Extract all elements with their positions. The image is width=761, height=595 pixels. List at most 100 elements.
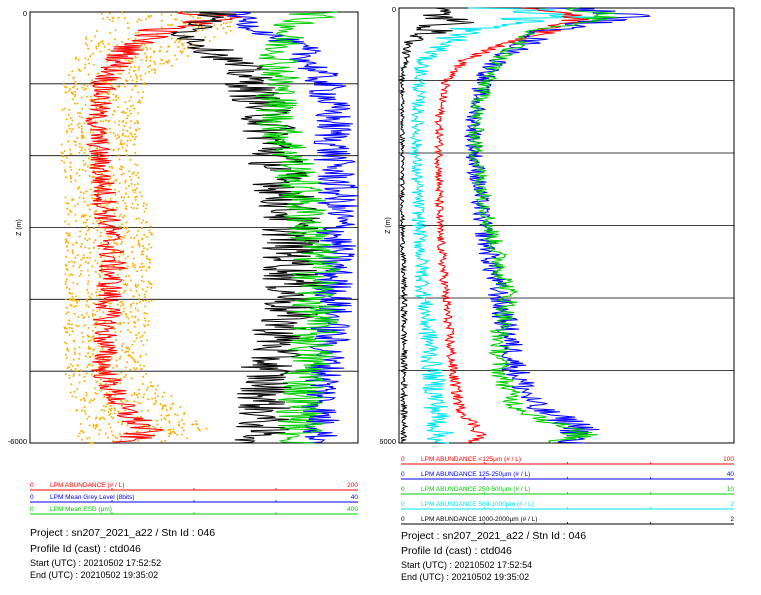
scatter-point <box>145 57 148 60</box>
scatter-point <box>66 331 69 334</box>
scatter-point <box>92 335 95 338</box>
scatter-point <box>132 295 135 298</box>
scatter-point <box>119 382 122 385</box>
scatter-point <box>150 233 153 236</box>
scatter-point <box>75 409 78 412</box>
scatter-point <box>135 195 138 198</box>
scatter-point <box>84 170 87 173</box>
scatter-point <box>125 231 128 234</box>
scatter-point <box>78 235 81 238</box>
scatter-point <box>204 36 207 39</box>
scatter-point <box>70 130 73 133</box>
scatter-point <box>80 331 83 334</box>
scatter-point <box>151 385 154 388</box>
scatter-point <box>107 235 110 238</box>
scatter-point <box>89 131 92 134</box>
scatter-point <box>126 347 129 350</box>
scatter-point <box>80 137 83 140</box>
scatter-point <box>64 176 67 179</box>
scatter-point <box>93 197 96 200</box>
scatter-point <box>133 65 136 68</box>
scatter-point <box>94 270 97 273</box>
scatter-point <box>129 139 132 142</box>
scatter-point <box>147 398 150 401</box>
scatter-point <box>128 109 131 112</box>
scatter-point <box>79 422 82 425</box>
scatter-point <box>82 215 85 218</box>
scatter-point <box>73 95 76 98</box>
scatter-point <box>148 16 151 19</box>
scatter-point <box>173 54 176 57</box>
scatter-point <box>74 144 77 147</box>
scatter-point <box>71 295 74 298</box>
scatter-point <box>116 303 119 306</box>
scatter-point <box>146 324 149 327</box>
scatter-point <box>120 345 123 348</box>
scatter-point <box>141 266 144 269</box>
scatter-point <box>87 262 90 265</box>
scatter-point <box>109 197 112 200</box>
scatter-point <box>134 135 137 138</box>
scatter-point <box>134 151 137 154</box>
scatter-point <box>138 265 141 268</box>
scatter-point <box>78 373 81 376</box>
end-time-left: End (UTC) : 20210502 19:35:02 <box>30 570 159 580</box>
scatter-point <box>118 120 121 123</box>
scatter-point <box>74 204 77 207</box>
scatter-point <box>76 202 79 205</box>
scatter-point <box>86 239 89 242</box>
scatter-point <box>80 125 83 128</box>
scatter-point <box>64 241 67 244</box>
scatter-point <box>108 305 111 308</box>
scatter-point <box>131 135 134 138</box>
scatter-point <box>153 71 156 74</box>
scatter-point <box>113 121 116 124</box>
scatter-point <box>108 119 111 122</box>
scatter-point <box>138 293 141 296</box>
scatter-point <box>71 330 74 333</box>
scatter-point <box>80 269 83 272</box>
scatter-point <box>89 95 92 98</box>
scatter-point <box>96 423 99 426</box>
scatter-point <box>86 85 89 88</box>
scatter-point <box>68 108 71 111</box>
scatter-point <box>126 283 129 286</box>
scatter-point <box>90 373 93 376</box>
scatter-point <box>80 245 83 248</box>
series-line <box>463 7 651 444</box>
scatter-point <box>91 329 94 332</box>
scatter-point <box>72 358 75 361</box>
scatter-point <box>136 394 139 397</box>
scatter-point <box>80 127 83 130</box>
scatter-point <box>121 143 124 146</box>
scatter-point <box>106 92 109 95</box>
scatter-point <box>66 249 69 252</box>
scatter-point <box>126 22 129 25</box>
scatter-point <box>123 307 126 310</box>
scatter-point <box>127 59 130 62</box>
scatter-point <box>145 235 148 238</box>
scatter-point <box>120 242 123 245</box>
scatter-point <box>65 245 68 248</box>
scatter-point <box>131 265 134 268</box>
scatter-point <box>132 302 135 305</box>
scatter-point <box>83 375 86 378</box>
scatter-point <box>125 154 128 157</box>
scatter-point <box>101 348 104 351</box>
scatter-point <box>133 400 136 403</box>
scatter-point <box>66 207 69 210</box>
scatter-point <box>87 315 90 318</box>
scatter-point <box>81 257 84 260</box>
scatter-point <box>136 309 139 312</box>
scatter-point <box>146 386 149 389</box>
scatter-point <box>93 398 96 401</box>
scatter-point <box>108 90 111 93</box>
scatter-point <box>96 229 99 232</box>
scatter-point <box>134 283 137 286</box>
scatter-point <box>149 231 152 234</box>
scatter-point <box>86 437 89 440</box>
scatter-point <box>171 64 174 67</box>
scatter-point <box>110 409 113 412</box>
scatter-point <box>77 68 80 71</box>
scatter-point <box>120 371 123 374</box>
